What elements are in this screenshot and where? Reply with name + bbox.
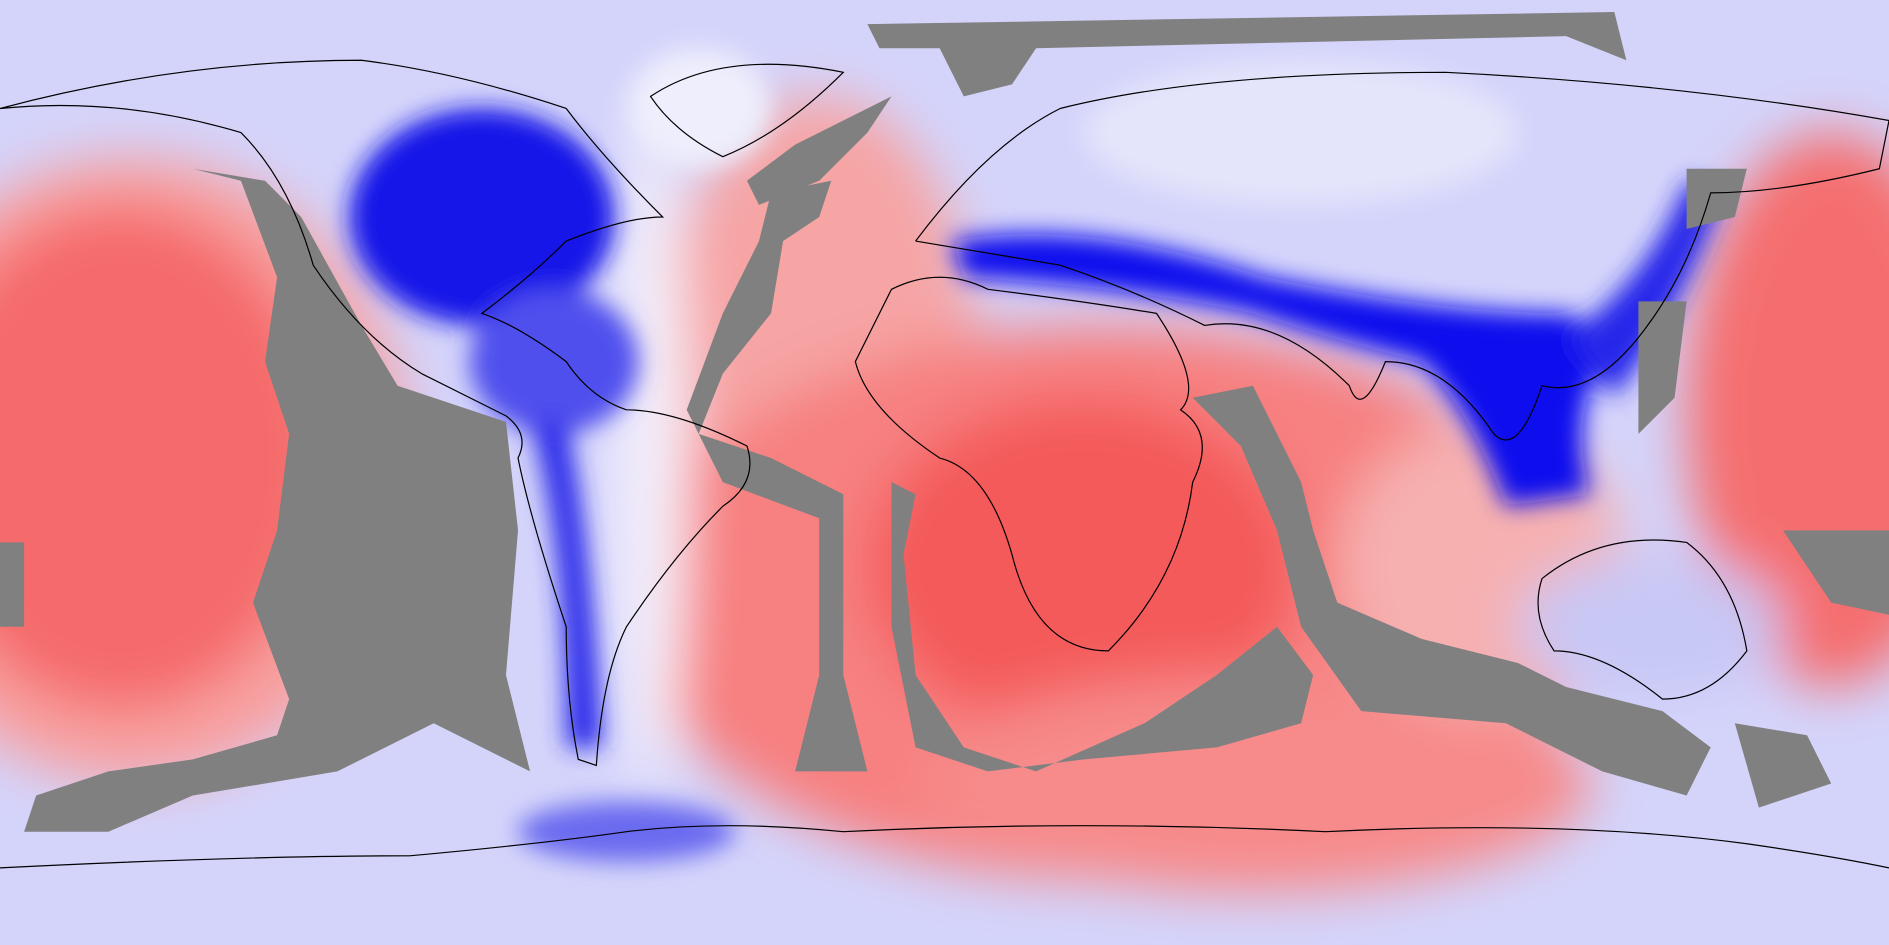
white-band — [614, 120, 687, 796]
mask-north-atlantic — [746, 96, 892, 205]
mask-japan — [1686, 168, 1747, 230]
antarctic-warm — [915, 675, 1591, 892]
mask-mid-atlantic — [686, 180, 868, 772]
greenland-mild — [626, 48, 772, 169]
antarctica-coast — [0, 825, 1889, 869]
mask-east-pacific — [24, 168, 531, 832]
caribbean-cold — [469, 289, 639, 434]
cold-field — [349, 48, 1723, 862]
mask-fiji — [1782, 530, 1889, 615]
eurasia-coast — [915, 71, 1889, 441]
coastlines — [0, 59, 1889, 869]
australia-cool — [1517, 554, 1783, 700]
greenland-coast — [649, 63, 845, 158]
americas-coast — [0, 59, 751, 767]
mask-tasman — [1734, 723, 1832, 808]
siberia-mild — [1084, 60, 1518, 205]
mask-south-atlantic — [891, 482, 1314, 772]
mask-edge — [0, 542, 25, 627]
africa-coast — [854, 276, 1203, 652]
australia-coast — [1537, 539, 1748, 700]
north-america-cold — [349, 108, 615, 326]
masked-regions — [0, 12, 1889, 832]
east-asia-cold — [1566, 180, 1723, 398]
eurasia-cold — [951, 234, 1615, 507]
pacific-core — [0, 204, 326, 712]
mask-philippines — [1638, 301, 1687, 434]
andes-cold — [530, 421, 603, 748]
mask-arctic — [867, 12, 1627, 97]
mask-indian — [1192, 385, 1711, 796]
